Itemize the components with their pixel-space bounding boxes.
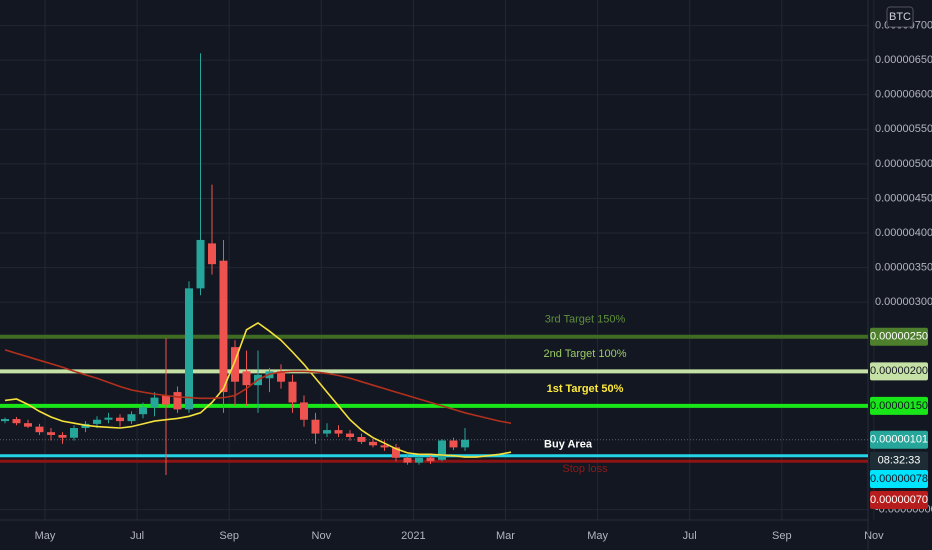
y-tick-label: 0.00000550	[875, 123, 932, 135]
level-label: 2nd Target 100%	[544, 348, 627, 360]
x-tick-label: Mar	[496, 530, 515, 542]
candle-body	[208, 243, 216, 265]
candle-body	[288, 381, 297, 403]
x-tick-label: Sep	[772, 530, 792, 542]
level-label: Buy Area	[544, 439, 593, 451]
candle-body	[219, 260, 228, 393]
candle-body	[12, 419, 21, 424]
y-tick-label: 0.00000450	[875, 192, 932, 204]
candle-body	[334, 430, 343, 434]
candle-body	[403, 457, 412, 463]
candle-body	[392, 447, 400, 458]
x-tick-label: Jul	[683, 530, 697, 542]
candle-body	[173, 392, 182, 410]
candle-body	[300, 402, 308, 420]
level-label: 3rd Target 150%	[545, 314, 626, 326]
candle-body	[415, 457, 423, 463]
candle-body	[346, 433, 354, 438]
ma-line	[4, 349, 512, 424]
candle-body	[196, 239, 205, 289]
candle-body	[242, 371, 251, 386]
candle-body	[127, 414, 136, 422]
level-price-label-box	[870, 491, 928, 509]
last-price-label: 0.00000101	[870, 434, 928, 446]
candle-body	[24, 423, 32, 427]
level-price-label: 0.00000070	[870, 494, 928, 506]
countdown: 08:32:33	[878, 455, 921, 467]
candle-body	[47, 432, 55, 435]
y-tick-label: 0.00000500	[875, 158, 932, 170]
currency: BTC	[889, 11, 911, 23]
candle-body	[461, 439, 469, 448]
level-label: 1st Target 50%	[547, 383, 624, 395]
candle-body	[449, 440, 458, 448]
candle-body	[277, 371, 285, 382]
candle-body	[1, 419, 9, 422]
candle-body	[70, 428, 78, 438]
level-price-label: 0.00000078	[870, 473, 928, 485]
candle-body	[323, 430, 331, 434]
level-label: Stop loss	[562, 463, 608, 475]
level-price-label-box	[870, 362, 928, 381]
level-price-label: 0.00000150	[870, 400, 928, 412]
candle-body	[116, 417, 124, 422]
x-tick-label: 2021	[401, 530, 425, 542]
candle-body	[231, 347, 239, 382]
y-tick-label: 0.00000300	[875, 296, 932, 308]
currency-box	[886, 6, 914, 28]
candle-body	[426, 457, 435, 462]
level-price-label: 0.00000250	[870, 331, 928, 343]
level-price-label-box	[870, 327, 928, 346]
candle-body	[380, 445, 389, 448]
y-tick-label: 0.00000600	[875, 89, 932, 101]
level-price-label: 0.00000200	[870, 365, 928, 377]
x-tick-label: May	[35, 530, 56, 542]
x-tick-label: Nov	[312, 530, 332, 542]
candle-body	[369, 441, 377, 446]
candle-body	[104, 417, 113, 420]
candle-body	[58, 434, 67, 438]
x-tick-label: Sep	[219, 530, 239, 542]
candle-body	[139, 407, 147, 415]
level-price-label-box	[870, 396, 928, 415]
candle-body	[357, 437, 366, 442]
y-tick-label: 0.00000650	[875, 54, 932, 66]
last-price-label-box	[870, 430, 928, 449]
candle-body	[35, 426, 44, 433]
candle-body	[150, 397, 159, 408]
candle-body	[438, 440, 446, 460]
y-tick-label: 0.00000400	[875, 227, 932, 239]
candle-body	[311, 419, 320, 434]
ma-line	[4, 321, 512, 458]
countdown-box	[870, 451, 928, 470]
candle-body	[93, 419, 101, 424]
x-tick-label: Nov	[864, 530, 884, 542]
y-tick-label: 0.00000350	[875, 262, 932, 274]
level-price-label-box	[870, 470, 928, 488]
x-tick-label: Jul	[130, 530, 144, 542]
x-tick-label: May	[587, 530, 608, 542]
candle-body	[162, 395, 170, 405]
candle-body	[185, 288, 193, 410]
